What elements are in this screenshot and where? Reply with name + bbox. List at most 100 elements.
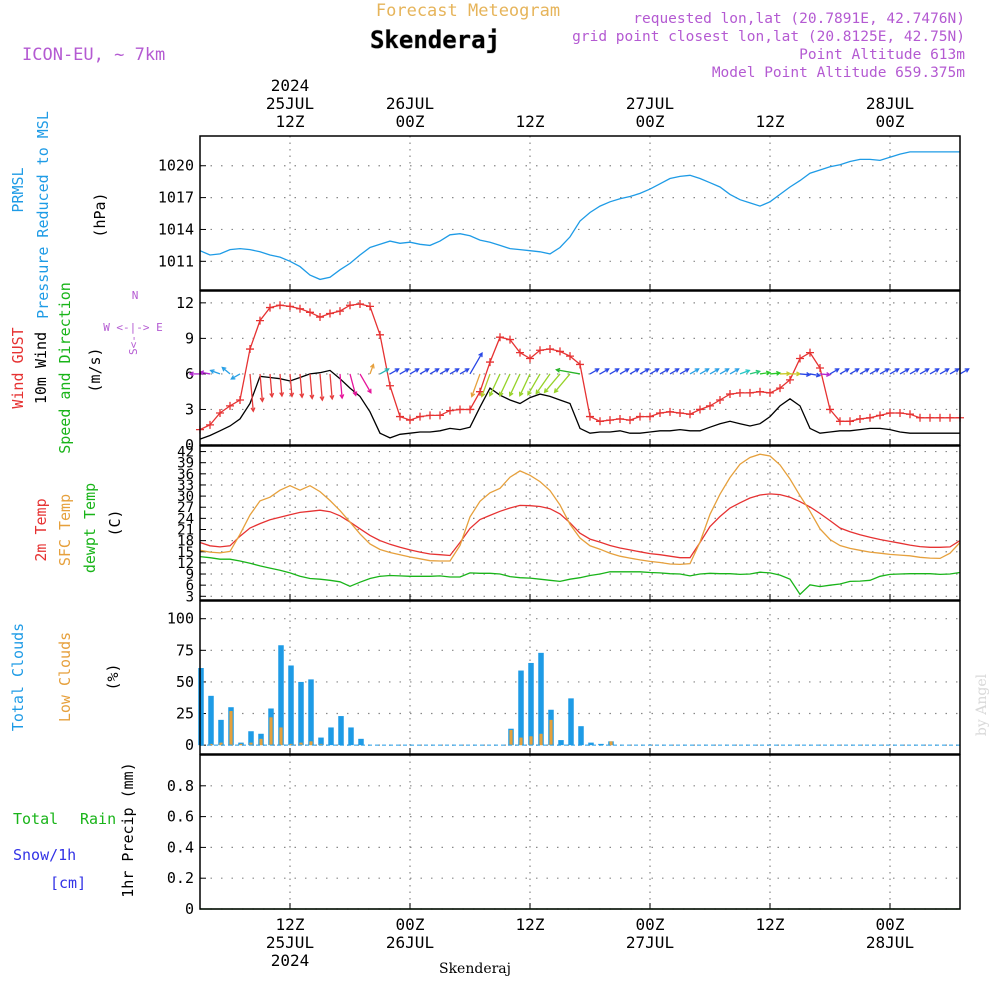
gust-marker [326,309,334,318]
clouds-ytick-label: 0 [185,736,194,754]
gust-marker [476,387,484,396]
gust-marker [216,409,224,418]
gust-marker [756,387,764,396]
wind-direction-arrow [419,368,430,375]
gust-marker [726,390,734,399]
low-cloud-bar [259,738,263,746]
wind-label: 10m Wind [32,332,50,404]
gust-marker [466,405,474,414]
clouds-frame [199,600,961,755]
wind-direction-arrow [319,373,325,402]
total-cloud-bar [558,740,564,746]
wind-direction-arrow [619,368,630,375]
gust-marker [266,303,274,312]
low-cloud-bar [209,743,213,746]
gust-marker [366,302,374,311]
total-cloud-bar [288,665,294,746]
wind-direction-arrow [543,373,561,394]
temperature-frame [199,445,961,601]
precip-ytick-label: 0.2 [167,869,194,887]
wind-direction-arrow [949,368,960,375]
gust-marker [506,335,514,344]
wind-direction-arrow [739,369,751,375]
gust-marker [336,307,344,316]
temperature-ytick-label: 24 [177,511,194,527]
time-axis-label: 27JUL [626,94,674,113]
model-label: ICON-EU, ~ 7km [22,45,165,65]
wind-direction-arrow [779,371,792,377]
gust-marker [686,410,694,419]
top-title: Forecast Meteogram [376,1,560,21]
gust-marker [236,395,244,404]
total-cloud-bar [538,652,544,746]
pressure-panel: 1011 1014 1017 1020 [158,135,961,291]
wind-direction-arrow [869,368,880,375]
pressure-label-1: PRMSL [9,167,27,212]
time-axis-label: 28JUL [866,933,914,952]
low-cloud-bar [269,717,273,746]
total-cloud-bar [328,727,334,746]
gust-marker [376,330,384,339]
time-axis-label: 25JUL [266,933,314,952]
meteogram-panels: 1011101410171020036912369121518212427303… [158,135,970,918]
footer-location: Skenderaj [439,961,511,977]
low-cloud-bar [249,742,253,746]
temperature-panel-labels: 2m Temp SFC Temp dewpt Temp (C) [32,483,124,573]
gust-marker [486,358,494,367]
gust-marker [946,413,954,422]
total-cloud-bar [198,668,204,746]
total-cloud-bar [598,743,604,746]
low-cloud-bar [289,743,293,746]
gust-marker [316,313,324,322]
wind-direction-arrow [699,368,710,375]
gust-marker [296,304,304,313]
gust-marker [526,354,534,363]
gust-marker [226,401,234,410]
wind-direction-arrow [469,351,483,375]
total-cloud-bar [568,698,574,746]
total-cloud-bar [248,731,254,746]
gust-marker [356,300,364,309]
wind-direction-arrow [829,368,840,375]
wind-direction-arrow [929,368,940,375]
temperature-ytick-label: 33 [177,478,194,494]
wind-direction-arrow [809,372,822,378]
total-cloud-bar [518,670,524,746]
wind-direction-arrow [555,367,581,375]
requested-coords: requested lon,lat (20.7891E, 42.7476N) [633,11,965,27]
gust-marker [426,411,434,420]
wind-direction-arrow [399,368,410,375]
time-axis-label: 12Z [516,915,545,934]
wind-direction-arrow [959,368,970,375]
total-cloud-bar [278,645,284,746]
wind-direction-arrow [518,373,531,397]
wind-direction-arrow [669,368,680,375]
gust-marker [776,384,784,393]
time-axis-label: 26JUL [386,933,434,952]
wind-direction-arrow [769,370,782,376]
wind-direction-arrow [309,373,315,400]
gust-marker [386,381,394,390]
wind-ytick-label: 3 [185,400,194,418]
wind-direction-arrow [269,373,275,399]
precip-ytick-label: 0.8 [167,777,194,795]
total-cloud-bar [218,719,224,746]
wind-direction-arrow [659,368,670,375]
low-cloud-bar [319,743,323,746]
gust-marker [286,302,294,311]
wind-direction-arrow [329,373,335,401]
total-cloud-bar [528,662,534,746]
wind-direction-arrow [470,373,481,398]
wind-direction-arrow [790,371,802,377]
wind-direction-arrow [339,373,345,400]
gust-marker [436,411,444,420]
wind-direction-arrow [449,368,460,375]
precip-frame [199,754,961,910]
low-cloud-bar [279,727,283,746]
temperature-ytick-label: 18 [177,534,194,550]
wind-direction-arrow [719,368,730,375]
temperature-ytick-label: 42 [177,445,194,461]
total-cloud-bar [578,726,584,746]
gust-marker [836,417,844,426]
